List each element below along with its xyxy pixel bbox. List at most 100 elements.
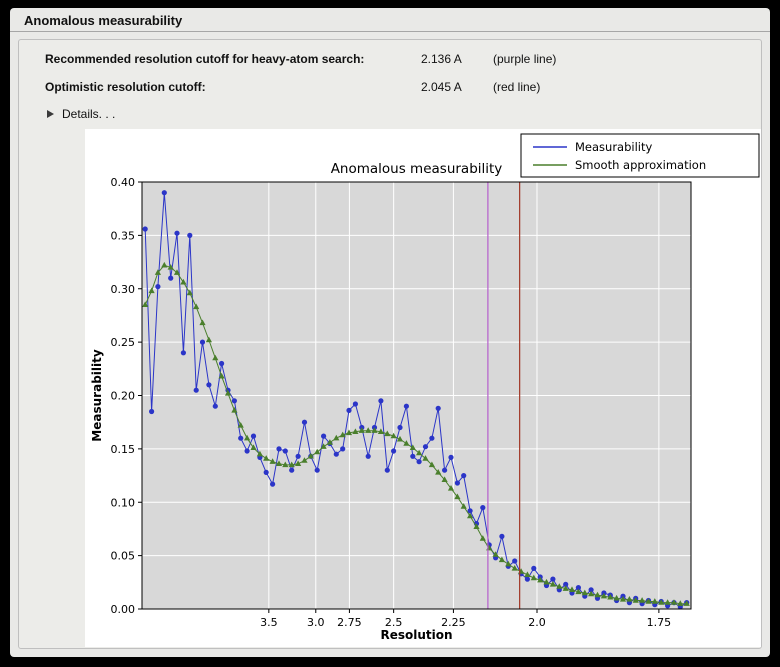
smooth-approximation-point — [435, 469, 442, 475]
smooth-approximation-point — [447, 485, 455, 491]
y-tick-label: 0.15 — [111, 443, 136, 456]
measurability-point — [410, 453, 416, 459]
y-tick-label: 0.10 — [111, 496, 136, 509]
measurability-point — [461, 473, 467, 479]
measurability-point — [429, 435, 435, 441]
recommended-cutoff-note: (purple line) — [493, 52, 557, 66]
measurability-point — [314, 467, 320, 473]
y-tick-label: 0.30 — [111, 283, 136, 296]
measurability-point — [467, 508, 473, 514]
smooth-approximation-point — [358, 427, 365, 433]
x-tick-label: 2.25 — [441, 616, 466, 629]
smooth-approximation-point — [619, 596, 627, 602]
x-tick-label: 3.5 — [260, 616, 278, 629]
smooth-approximation-point — [600, 592, 607, 599]
smooth-approximation-point — [154, 269, 161, 275]
smooth-approximation-point — [295, 460, 302, 466]
measurability-point — [512, 558, 518, 564]
smooth-approximation-point — [256, 450, 263, 457]
measurability-point — [289, 467, 295, 473]
smooth-approximation-point — [651, 598, 658, 604]
legend-box — [520, 133, 760, 178]
details-label: Details. . . — [62, 107, 116, 121]
measurability-point — [352, 401, 358, 407]
smooth-approximation-point — [390, 432, 397, 439]
smooth-approximation-point — [269, 458, 276, 464]
smooth-approximation-point — [142, 301, 149, 307]
measurability-point — [142, 226, 148, 232]
measurability-point — [588, 587, 594, 593]
measurability-point — [295, 453, 301, 459]
measurability-point — [480, 505, 486, 511]
measurability-point — [219, 360, 225, 367]
smooth-approximation-point — [549, 581, 556, 587]
anomalous-measurability-chart: 0.00 0.05 0.10 0.15 0.20 0.25 0.30 0.35 0.40 3.5 3… — [90, 133, 760, 642]
smooth-approximation-point — [568, 586, 576, 592]
smooth-approximation-point — [664, 599, 671, 605]
measurability-point — [403, 403, 409, 409]
smooth-approximation-point — [403, 440, 410, 446]
smooth-approximation-point — [288, 461, 295, 468]
measurability-point — [301, 419, 308, 425]
smooth-approximation-point — [301, 457, 308, 463]
y-tick-label: 0.05 — [111, 550, 136, 563]
smooth-approximation-point — [365, 427, 372, 433]
measurability-point — [270, 481, 276, 487]
disclosure-triangle-icon — [47, 110, 54, 118]
measurability-point — [346, 407, 352, 413]
smooth-approximation-point — [505, 560, 512, 567]
smooth-approximation-point — [454, 493, 461, 500]
smooth-approximation-point — [632, 597, 639, 603]
smooth-approximation-point — [581, 589, 588, 596]
smooth-approximation-point — [314, 448, 321, 455]
smooth-approximation-point — [352, 428, 359, 434]
measurability-point — [321, 433, 327, 439]
smooth-approximation-point — [639, 597, 646, 603]
measurability-point — [550, 576, 556, 582]
axes-frame — [141, 181, 692, 610]
smooth-approximation-point — [416, 449, 423, 456]
measurability-point — [168, 275, 174, 281]
smooth-approximation-point — [626, 596, 633, 602]
measurability-point — [193, 387, 199, 393]
details-disclosure[interactable]: Details. . . — [47, 106, 115, 122]
smooth-approximation-point — [658, 599, 665, 605]
measurability-point — [250, 433, 257, 439]
measurability-point — [244, 448, 250, 454]
measurability-point — [384, 467, 390, 473]
optimistic-cutoff-label: Optimistic resolution cutoff: — [45, 80, 206, 94]
measurability-point — [435, 405, 441, 411]
optimistic-cutoff-value: 2.045 A — [421, 80, 462, 94]
measurability-point — [238, 435, 244, 441]
measurability-point — [340, 446, 346, 452]
measurability-point — [448, 454, 454, 460]
measurability-point — [282, 448, 288, 454]
chart-figure: 0.00 0.05 0.10 0.15 0.20 0.25 0.30 0.35 0.40 3.5 3… — [85, 129, 761, 647]
smooth-approximation-point — [167, 264, 174, 270]
smooth-approximation-point — [173, 269, 181, 275]
measurability-point — [563, 581, 569, 587]
y-tick-label: 0.25 — [111, 336, 136, 349]
smooth-approximation-point — [224, 390, 232, 396]
legend-entry-label: Smooth approximation — [575, 158, 706, 172]
smooth-approximation-point — [613, 594, 620, 601]
smooth-approximation-point — [231, 407, 238, 413]
smooth-approximation-point — [677, 600, 684, 606]
smooth-approximation-point — [212, 354, 219, 361]
smooth-approximation-point — [333, 434, 340, 441]
measurability-point — [174, 230, 180, 236]
smooth-approximation-point — [326, 439, 333, 445]
measurability-point — [499, 533, 505, 539]
smooth-approximation-point — [498, 556, 505, 563]
smooth-approximation-point — [180, 278, 187, 285]
smooth-approximation-point — [193, 303, 200, 310]
smooth-approximation-point — [377, 428, 384, 434]
measurability-point — [454, 480, 460, 486]
x-tick-label: 1.75 — [647, 616, 672, 629]
optimistic-cutoff-note: (red line) — [493, 80, 541, 94]
y-tick-label: 0.35 — [111, 229, 136, 242]
measurability-point — [365, 453, 371, 459]
smooth-approximation-point — [320, 443, 327, 449]
measurability-point — [155, 284, 161, 290]
measurability-point — [422, 444, 429, 450]
